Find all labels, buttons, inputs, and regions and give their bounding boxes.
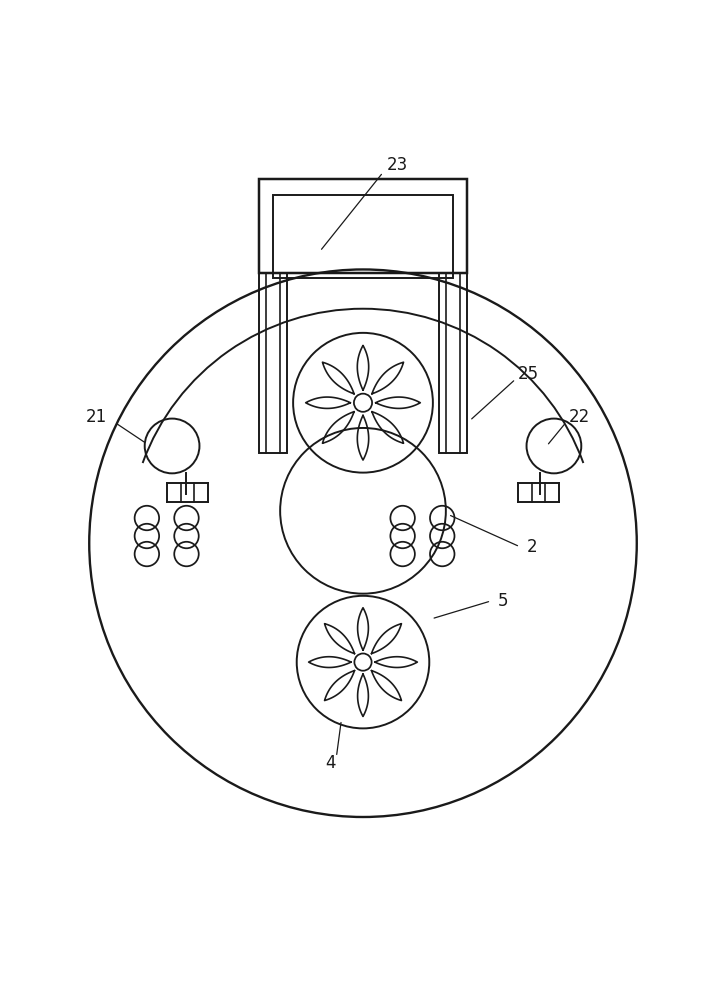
Text: 21: 21 <box>86 408 107 426</box>
Text: 22: 22 <box>568 408 590 426</box>
Text: 2: 2 <box>527 538 538 556</box>
Text: 4: 4 <box>325 754 336 772</box>
Bar <box>439 273 468 453</box>
Bar <box>258 179 468 273</box>
Text: 25: 25 <box>518 365 539 383</box>
Bar <box>273 195 453 278</box>
Bar <box>258 273 287 453</box>
Text: 5: 5 <box>498 592 509 610</box>
Text: 23: 23 <box>387 156 408 174</box>
